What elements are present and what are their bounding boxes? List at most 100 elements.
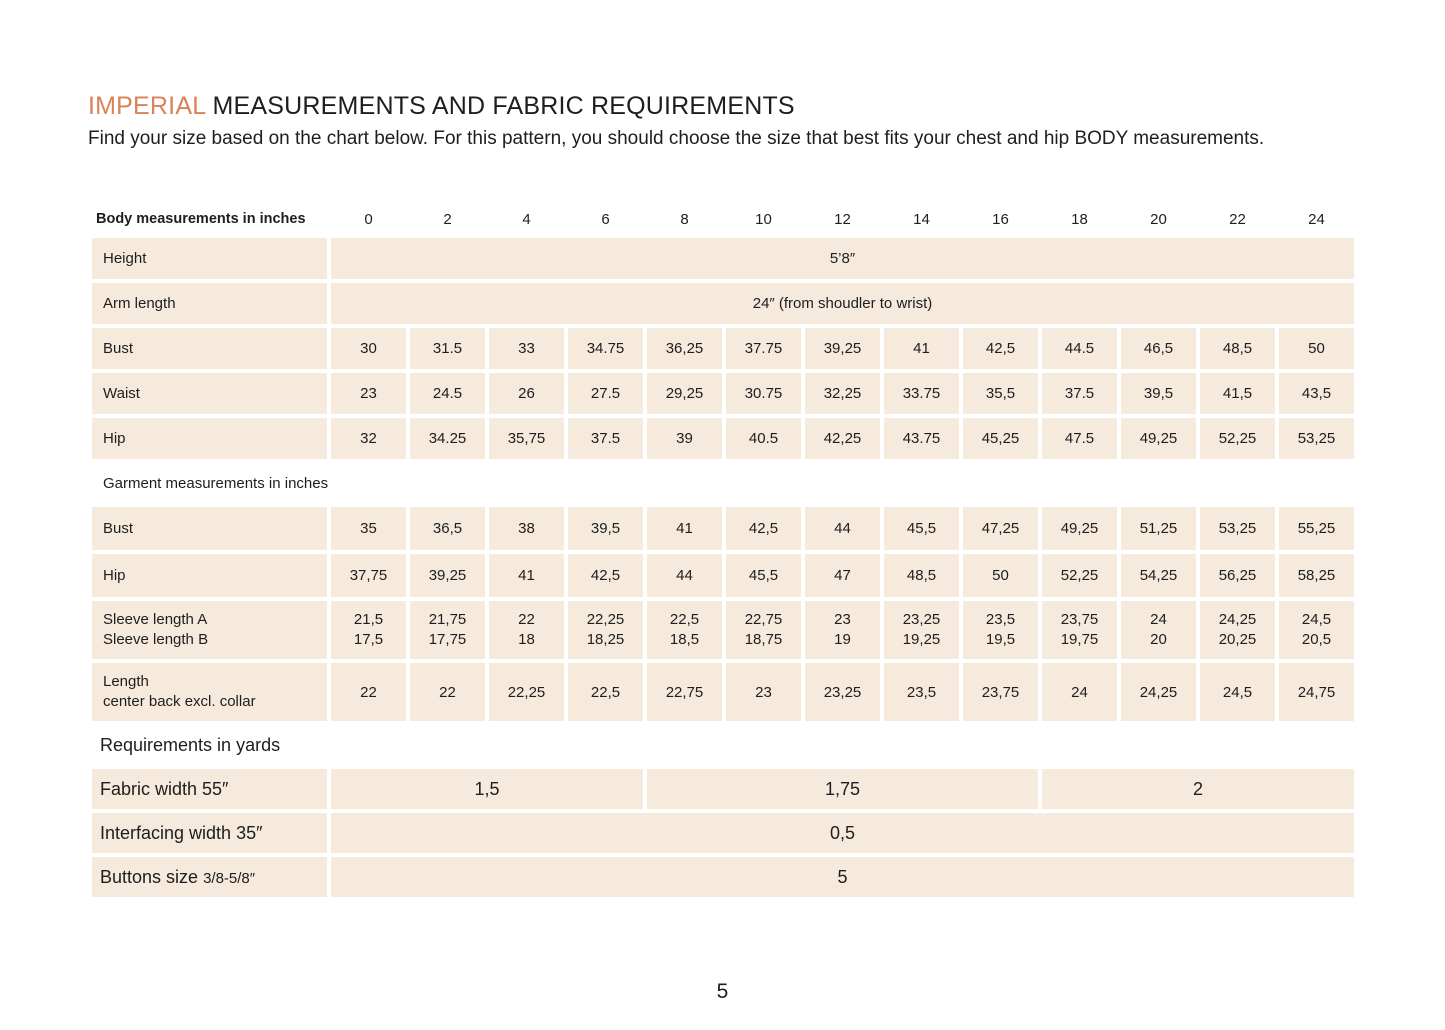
table-cell: 49,25	[1042, 507, 1117, 550]
row-label: Fabric width 55″	[92, 769, 327, 809]
sleeve-a-value: 21,75	[428, 611, 467, 628]
table-cell: 52,25	[1200, 418, 1275, 459]
fabric-requirement-cell: 2	[1042, 769, 1354, 809]
row-label: Hip	[92, 554, 327, 597]
size-header-cell: 18	[1071, 210, 1088, 228]
body-measurement-row: Waist 23 24.5 26 27.5 29,25 30.75 32,25 33.75 35,…	[92, 373, 1354, 414]
table-cell: 43.75	[884, 418, 959, 459]
table-cell: 36,25	[647, 328, 722, 369]
sleeve-a-value: 23,5	[985, 611, 1016, 628]
table-cell: 23,75 19,75	[1042, 601, 1117, 659]
table-cell: 42,5	[963, 328, 1038, 369]
table-cell: 47,25	[963, 507, 1038, 550]
size-header-cell: 4	[522, 210, 531, 228]
table-cell: 52,25	[1042, 554, 1117, 597]
sleeve-b-value: 17,5	[353, 631, 384, 648]
table-cell: 22,5	[568, 663, 643, 721]
table-cell: 54,25	[1121, 554, 1196, 597]
sleeve-a-value: 24,25	[1218, 611, 1257, 628]
sleeve-a-value: 22,5	[669, 611, 700, 628]
table-cell: 35,5	[963, 373, 1038, 414]
table-cell: 35	[331, 507, 406, 550]
table-cell: 39	[647, 418, 722, 459]
table-cell: 33	[489, 328, 564, 369]
table-cell: 24,5	[1200, 663, 1275, 721]
table-cell: 48,5	[1200, 328, 1275, 369]
table-cell: 32,25	[805, 373, 880, 414]
table-cell: 35,75	[489, 418, 564, 459]
table-cell: 24,25	[1121, 663, 1196, 721]
table-cell: 47	[805, 554, 880, 597]
body-measurement-row: Hip 32 34.25 35,75 37.5 39 40.5 42,25 43.75 45,25…	[92, 418, 1354, 459]
table-cell: 24 20	[1121, 601, 1196, 659]
fabric-width-row: Fabric width 55″ 1,5 1,75 2	[92, 769, 1354, 809]
table-cell: 23,5	[884, 663, 959, 721]
table-cell: 22,5 18,5	[647, 601, 722, 659]
page-number: 5	[716, 980, 729, 1003]
length-sublabel: center back excl. collar	[103, 693, 256, 710]
table-cell: 31.5	[410, 328, 485, 369]
sleeve-a-value: 22	[518, 611, 535, 628]
sleeve-b-value: 19,5	[985, 631, 1016, 648]
table-cell: 53,25	[1279, 418, 1354, 459]
table-cell: 23,25 19,25	[884, 601, 959, 659]
table-cell: 21,5 17,5	[331, 601, 406, 659]
sleeve-b-value: 20	[1150, 631, 1167, 648]
table-cell: 37,75	[331, 554, 406, 597]
table-cell: 42,5	[726, 507, 801, 550]
table-cell: 23,25	[805, 663, 880, 721]
table-cell: 22,25 18,25	[568, 601, 643, 659]
sleeve-b-value: 18,5	[669, 631, 700, 648]
table-cell: 41	[647, 507, 722, 550]
row-label: Buttons size 3/8-5/8″	[92, 857, 327, 897]
table-cell: 39,25	[805, 328, 880, 369]
row-label: Arm length	[92, 283, 327, 324]
table-cell: 23 19	[805, 601, 880, 659]
table-cell: 29,25	[647, 373, 722, 414]
table-cell: 37.5	[1042, 373, 1117, 414]
row-label: Interfacing width 35″	[92, 813, 327, 853]
garment-length-row: Length center back excl. collar 22 22 22,25 2…	[92, 663, 1354, 721]
table-cell: 44	[647, 554, 722, 597]
sleeve-a-value: 22,75	[744, 611, 783, 628]
size-header-cell: 14	[913, 210, 930, 228]
sleeve-b-value: 18	[518, 631, 535, 648]
table-cell: 58,25	[1279, 554, 1354, 597]
interfacing-value: 0,5	[331, 813, 1354, 853]
table-cell: 45,25	[963, 418, 1038, 459]
page-title: IMPERIAL MEASUREMENTS AND FABRIC REQUIRE…	[88, 92, 795, 121]
sleeve-a-value: 23,25	[902, 611, 941, 628]
table-cell: 45,5	[884, 507, 959, 550]
sleeve-a-value: 24	[1150, 611, 1167, 628]
table-cell: 22	[410, 663, 485, 721]
table-cell: 21,75 17,75	[410, 601, 485, 659]
sleeve-b-value: 19,25	[902, 631, 941, 648]
table-cell: 22,25	[489, 663, 564, 721]
size-header-cell: 24	[1308, 210, 1325, 228]
table-cell: 51,25	[1121, 507, 1196, 550]
row-label: Height	[92, 238, 327, 279]
table-cell: 22 18	[489, 601, 564, 659]
garment-section-row: Garment measurements in inches	[92, 463, 1354, 503]
table-cell: 56,25	[1200, 554, 1275, 597]
arm-length-value: 24″ (from shoudler to wrist)	[331, 283, 1354, 324]
row-label: Length center back excl. collar	[92, 663, 327, 721]
table-cell: 44	[805, 507, 880, 550]
table-cell: 27.5	[568, 373, 643, 414]
fabric-requirement-cell: 1,75	[647, 769, 1038, 809]
size-chart-table: Body measurements in inches 0 2 4 6 8 10 12 14 16…	[88, 200, 1358, 901]
table-cell: 33.75	[884, 373, 959, 414]
height-row: Height 5’8″	[92, 238, 1354, 279]
table-cell: 50	[1279, 328, 1354, 369]
garment-bust-row: Bust 35 36,5 38 39,5 41 42,5 44 45,5 47,25 49,25 51…	[92, 507, 1354, 550]
sleeve-a-value: 24,5	[1301, 611, 1332, 628]
table-cell: 41	[884, 328, 959, 369]
table-cell: 22,75	[647, 663, 722, 721]
intro-text: Find your size based on the chart below.…	[88, 128, 1265, 149]
sleeve-a-value: 23	[834, 611, 851, 628]
sleeve-b-value: 19	[834, 631, 851, 648]
table-cell: 24	[1042, 663, 1117, 721]
size-header-cell: 0	[364, 210, 373, 228]
table-cell: 23,5 19,5	[963, 601, 1038, 659]
table-cell: 45,5	[726, 554, 801, 597]
